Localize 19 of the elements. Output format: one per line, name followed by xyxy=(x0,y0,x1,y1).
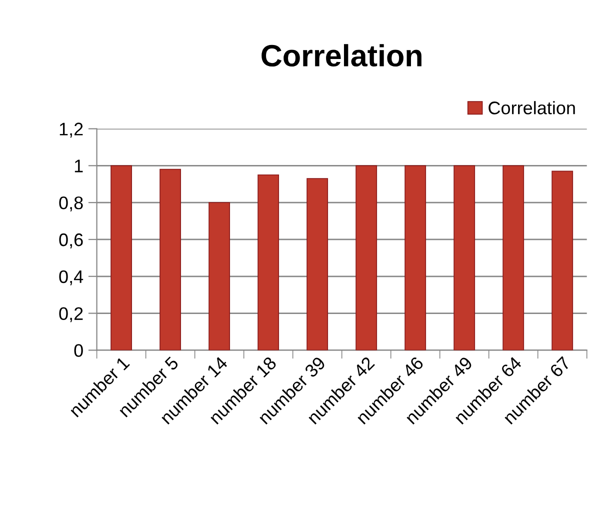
bar xyxy=(160,168,182,350)
y-tick-label: 0,4 xyxy=(59,270,84,286)
y-tick-label: 0,8 xyxy=(59,196,83,212)
bar xyxy=(454,165,476,350)
bar xyxy=(306,178,328,350)
y-tick-label: 1,2 xyxy=(60,122,83,138)
bar xyxy=(502,165,524,350)
bar xyxy=(404,165,426,350)
legend-label: Correlation xyxy=(488,101,575,114)
y-tick-label: 0,6 xyxy=(59,233,83,248)
bar xyxy=(208,202,230,350)
bar xyxy=(552,170,574,350)
chart-title: Correlation xyxy=(262,44,422,67)
y-tick-label: 1 xyxy=(74,160,83,172)
bar xyxy=(110,165,132,350)
bar xyxy=(356,165,378,350)
y-tick-label: 0 xyxy=(74,344,83,357)
bar xyxy=(258,174,280,350)
y-tick-label: 0,2 xyxy=(59,307,83,322)
